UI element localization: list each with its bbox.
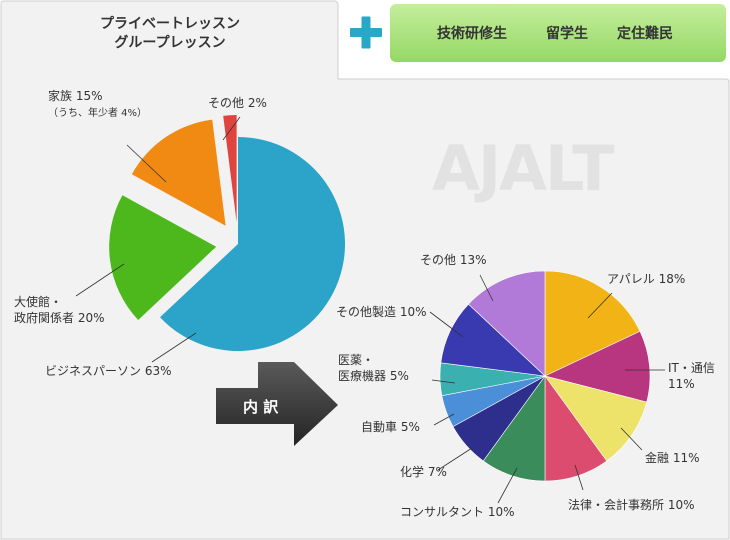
leader-line-family [126, 144, 167, 183]
leader-line-chemical [437, 447, 473, 471]
ajalt-logo: AJALT [432, 132, 614, 205]
tab-title-line-2: グループレッスン [114, 34, 225, 51]
slice-label-auto: 自動車 5% [361, 420, 420, 434]
leader-line-consulting [497, 467, 518, 504]
slice-label-business: ビジネスパーソン 63% [45, 364, 172, 378]
slice-label-other_mfg: その他製造 10% [336, 305, 427, 319]
slice-label-finance: 金融 11% [645, 450, 700, 465]
leader-line-other [479, 274, 494, 302]
pie-slice-finance [544, 375, 648, 462]
badge-item-trainee: 技術研修生 [437, 25, 507, 42]
slice-label-consulting: コンサルタント 10% [400, 505, 515, 519]
pie-slice-it [544, 330, 651, 403]
pie-slice-family [131, 119, 226, 226]
slice-label-medical: 医薬・ [338, 353, 374, 367]
slice-label-family: 家族 15% [48, 88, 103, 103]
slice-label-it: IT・通信 [668, 361, 715, 375]
pie-slice-embassy [109, 195, 217, 320]
pie-clients [109, 115, 345, 352]
slice-label-medical-line-2: 医療機器 5% [338, 368, 409, 383]
slice-label-it-line-2: 11% [668, 377, 695, 391]
slice-label-other: その他 2% [208, 96, 267, 110]
leader-line-legal [574, 464, 584, 491]
slice-label-legal: 法律・会計事務所 10% [568, 497, 695, 512]
slice-label-apparel: アパレル 18% [607, 272, 685, 286]
leader-line-auto [433, 413, 455, 426]
tab-title-line-1: プライベートレッスン [100, 16, 240, 32]
breakdown-arrow [216, 362, 338, 446]
leader-lines [75, 116, 665, 504]
pie-business-breakdown [439, 270, 651, 482]
badge-item-refugee: 定住難民 [617, 25, 673, 42]
leader-line-medical [431, 379, 456, 384]
leader-line-embassy [75, 263, 125, 297]
badge-background [390, 4, 726, 62]
pie-slice-apparel [544, 270, 641, 377]
slice-label-embassy-line-2: 政府関係者 20% [14, 310, 105, 325]
pie-slice-other [468, 270, 546, 377]
badge-item-student: 留学生 [546, 25, 588, 42]
slice-labels: ビジネスパーソン 63% 大使館・政府関係者 20% 家族 15% （うち、年少者 4… [14, 88, 715, 519]
leader-line-other [222, 116, 241, 141]
pie-slice-other [223, 115, 237, 223]
slice-label-embassy: 大使館・ [14, 294, 62, 309]
pie-slice-business [160, 137, 345, 352]
leader-line-finance [620, 427, 643, 451]
slice-label-chemical: 化学 7% [400, 464, 447, 479]
slice-label-family-line-2: （うち、年少者 4%） [48, 106, 147, 119]
leader-line-apparel [587, 292, 613, 319]
leader-line-business [151, 332, 197, 363]
plus-icon [350, 16, 382, 49]
leader-line-other_mfg [429, 311, 464, 338]
slice-label-other: その他 13% [420, 253, 487, 267]
breakdown-arrow-label: 内 訳 [243, 398, 279, 416]
